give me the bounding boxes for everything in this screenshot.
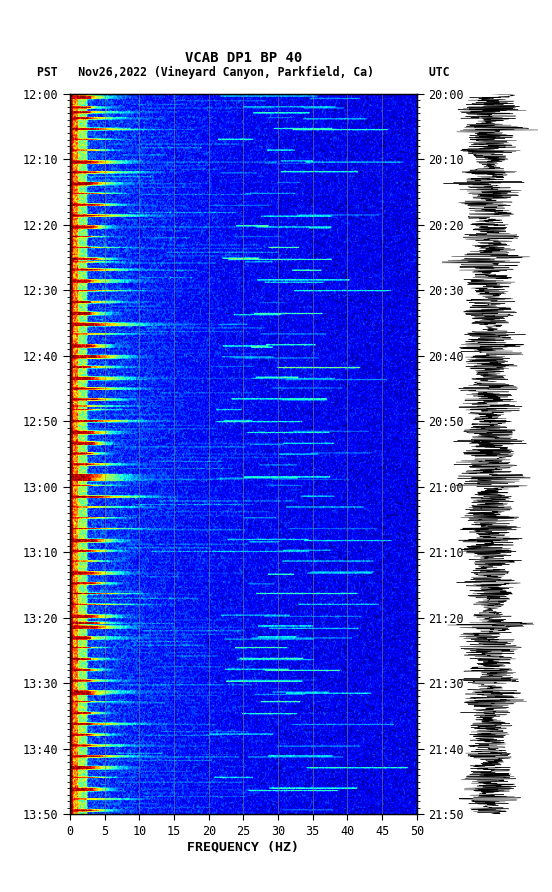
Text: USGS: USGS [6, 14, 52, 29]
Text: VCAB DP1 BP 40: VCAB DP1 BP 40 [185, 51, 302, 64]
Text: PST   Nov26,2022 (Vineyard Canyon, Parkfield, Ca)        UTC: PST Nov26,2022 (Vineyard Canyon, Parkfie… [37, 66, 450, 79]
X-axis label: FREQUENCY (HZ): FREQUENCY (HZ) [188, 840, 299, 854]
